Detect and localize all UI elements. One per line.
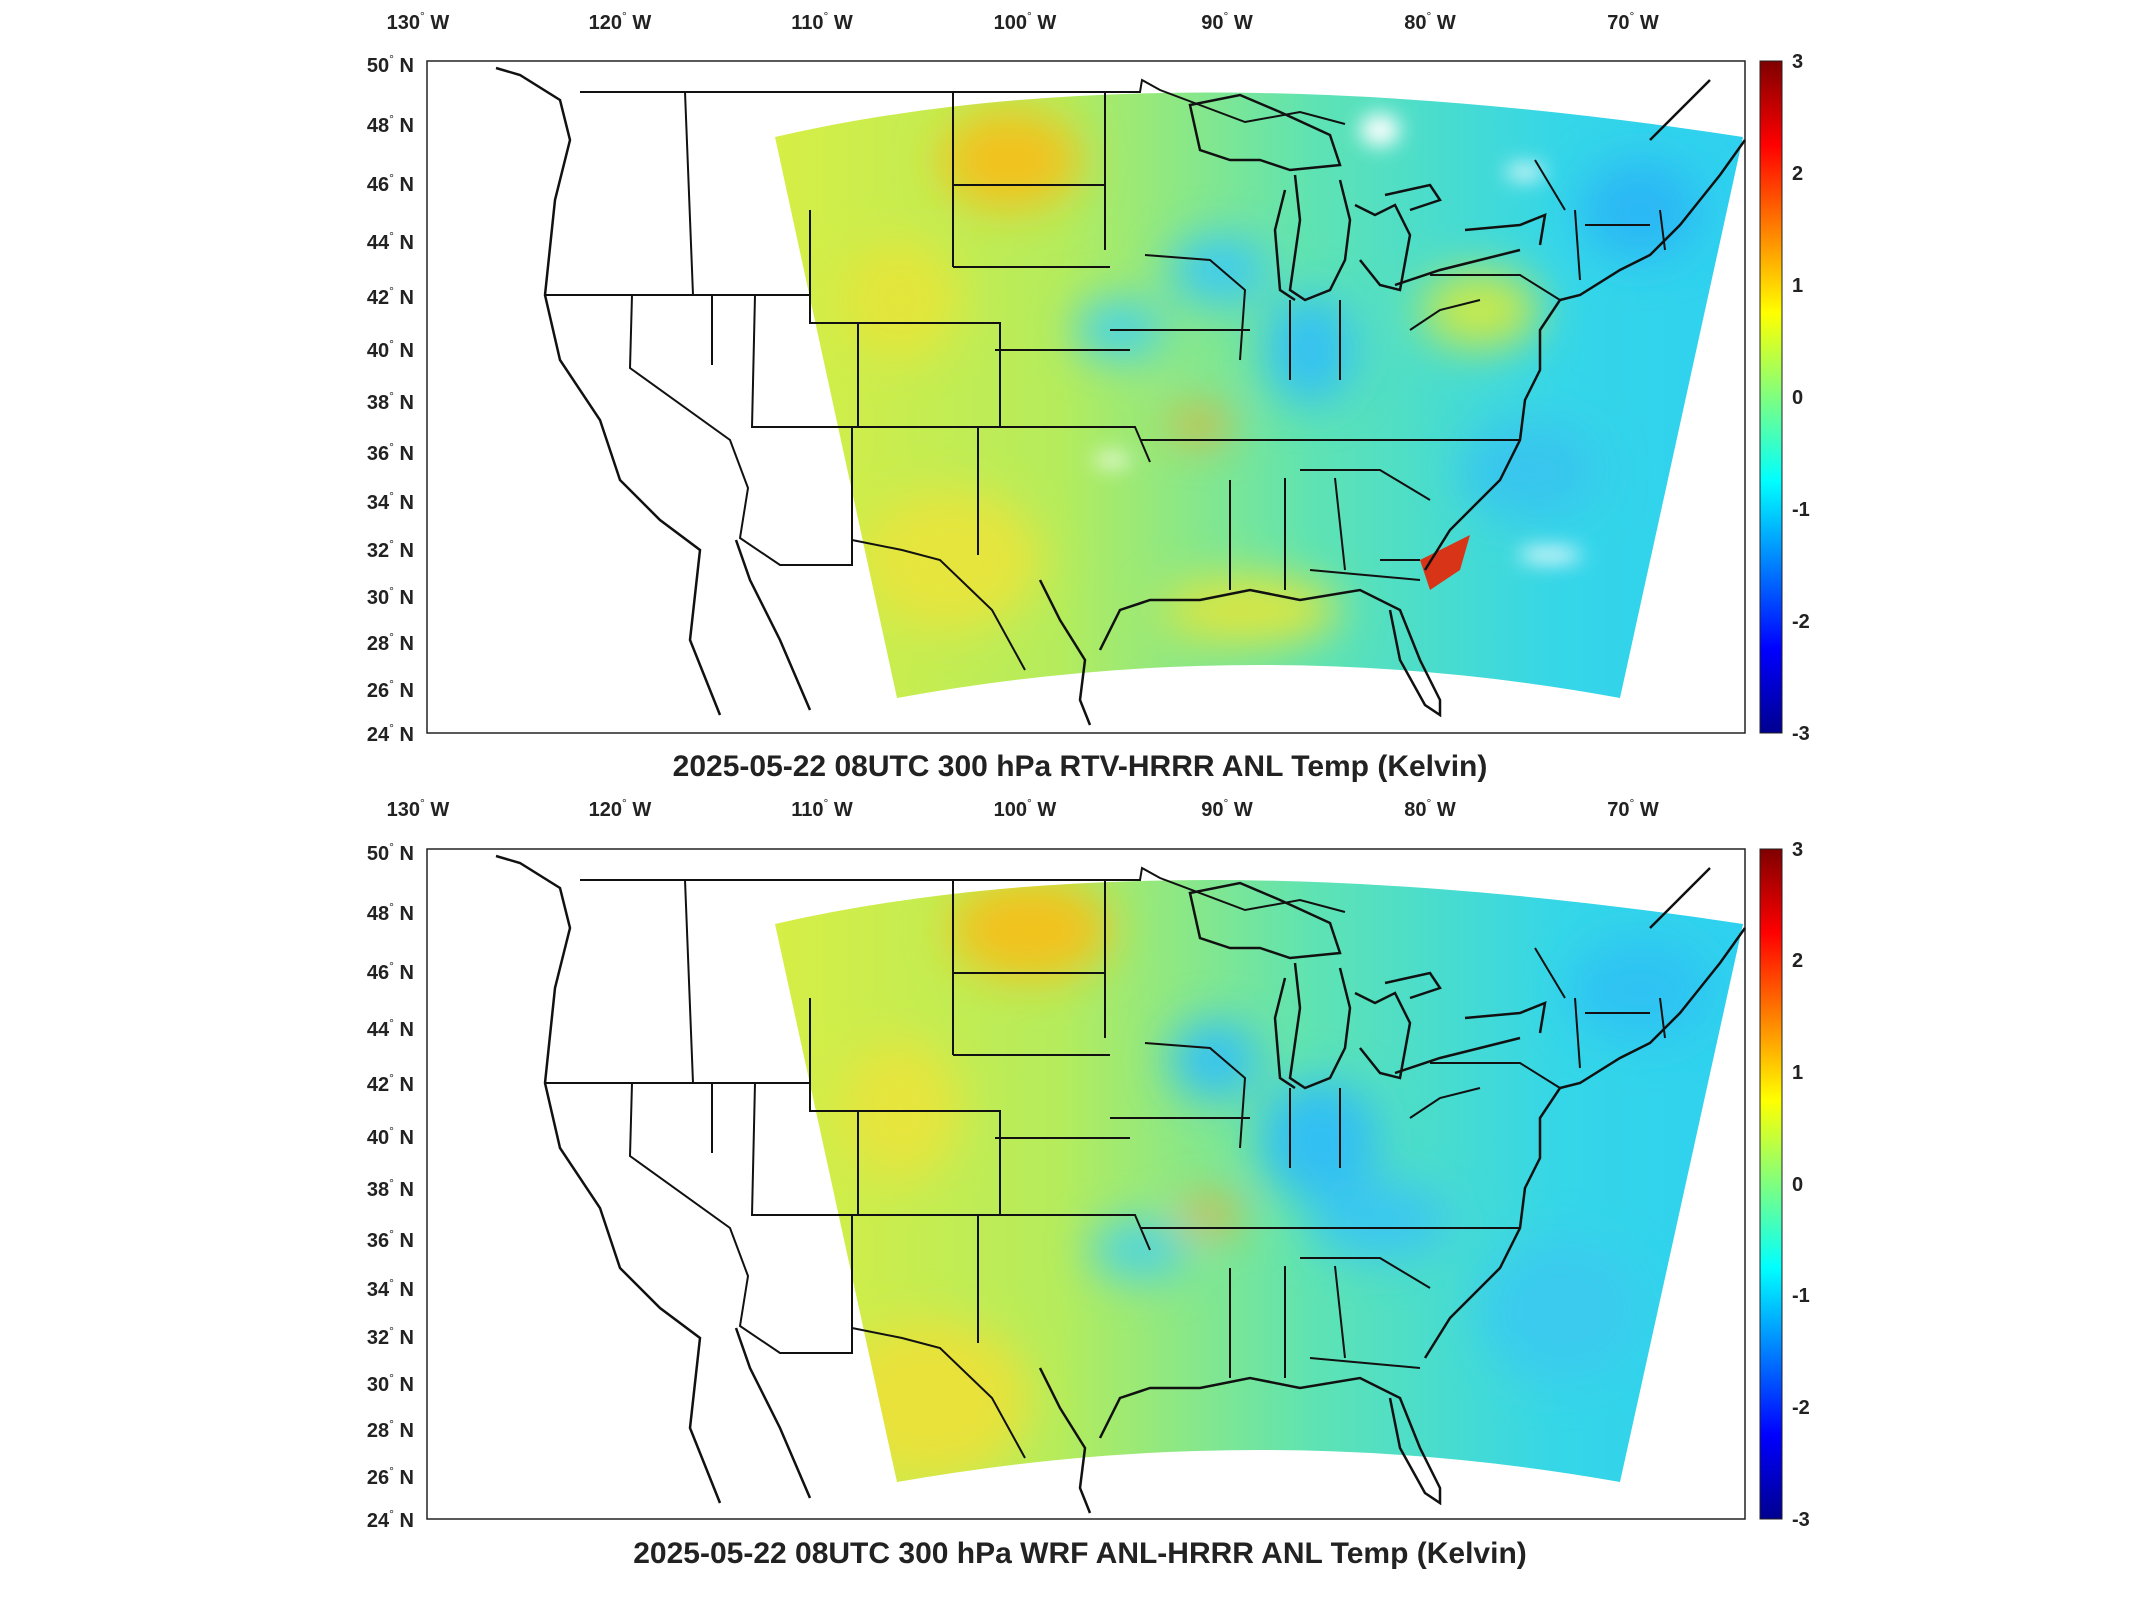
lon-tick-label: 110° W — [791, 796, 853, 821]
colorbar-tick-label: 3 — [1792, 839, 1803, 861]
lat-tick-label: 26° N — [367, 677, 414, 702]
lat-tick-label: 36° N — [367, 440, 414, 465]
colorbar-tick-label: -3 — [1792, 1509, 1810, 1531]
lat-tick-label: 42° N — [367, 1071, 414, 1096]
x-axis-labels: 130° W 120° W 110° W 100° W 90° W 80° W … — [387, 9, 1659, 34]
colorbar-tick-label: 1 — [1792, 1062, 1803, 1084]
lon-tick-label: 130° W — [387, 9, 450, 34]
lat-tick-label: 26° N — [367, 1464, 414, 1489]
lat-tick-label: 38° N — [367, 389, 414, 414]
colorbar-tick-label: 0 — [1792, 1174, 1803, 1196]
colorbar-tick-label: -2 — [1792, 611, 1810, 633]
lat-tick-label: 34° N — [367, 489, 414, 514]
state-boundaries — [545, 78, 1666, 671]
lat-tick-label: 42° N — [367, 284, 414, 309]
colorbar-tick-label: 1 — [1792, 275, 1803, 297]
lat-tick-label: 44° N — [367, 1016, 414, 1041]
lat-tick-label: 28° N — [367, 630, 414, 655]
map-panel-wrf-hrrr: 130° W 120° W 110° W 100° W 90° W 80° W … — [367, 796, 1810, 1570]
lat-tick-label: 50° N — [367, 52, 414, 77]
colorbar-ramp — [1759, 848, 1783, 1520]
temperature-difference-field — [775, 880, 1743, 1482]
lon-tick-label: 80° W — [1404, 9, 1456, 34]
lat-tick-label: 46° N — [367, 171, 414, 196]
lon-tick-label: 100° W — [994, 796, 1057, 821]
lon-tick-label: 70° W — [1607, 9, 1659, 34]
colorbar-tick-label: -1 — [1792, 499, 1810, 521]
lat-tick-label: 48° N — [367, 900, 414, 925]
colorbar-tick-label: 2 — [1792, 950, 1803, 972]
map-panel-rtv-hrrr: 130° W 120° W 110° W 100° W 90° W 80° W … — [367, 9, 1810, 783]
lon-tick-label: 70° W — [1607, 796, 1659, 821]
panel-title: 2025-05-22 08UTC 300 hPa RTV-HRRR ANL Te… — [673, 750, 1488, 783]
state-boundaries — [545, 866, 1666, 1459]
lat-tick-label: 24° N — [367, 721, 414, 746]
lat-tick-label: 30° N — [367, 1371, 414, 1396]
y-axis-labels: 50° N 48° N 46° N 44° N 42° N 40° N 38° … — [367, 52, 414, 746]
lat-tick-label: 28° N — [367, 1417, 414, 1442]
colorbar-tick-label: -3 — [1792, 723, 1810, 745]
lat-tick-label: 40° N — [367, 337, 414, 362]
lat-tick-label: 50° N — [367, 840, 414, 865]
lon-tick-label: 90° W — [1201, 796, 1253, 821]
colorbar-tick-label: 3 — [1792, 51, 1803, 73]
lon-tick-label: 110° W — [791, 9, 853, 34]
lat-tick-label: 44° N — [367, 229, 414, 254]
lat-tick-label: 34° N — [367, 1276, 414, 1301]
lat-tick-label: 30° N — [367, 584, 414, 609]
lat-tick-label: 48° N — [367, 112, 414, 137]
lat-tick-label: 38° N — [367, 1176, 414, 1201]
lat-tick-label: 32° N — [367, 537, 414, 562]
colorbar-ramp — [1759, 60, 1783, 734]
lon-tick-label: 120° W — [589, 796, 652, 821]
colorbar-tick-label: 0 — [1792, 387, 1803, 409]
lon-tick-label: 130° W — [387, 796, 450, 821]
temperature-difference-field — [775, 92, 1743, 698]
lat-tick-label: 24° N — [367, 1507, 414, 1532]
lat-tick-label: 40° N — [367, 1124, 414, 1149]
panel-title: 2025-05-22 08UTC 300 hPa WRF ANL-HRRR AN… — [633, 1537, 1527, 1570]
y-axis-labels: 50° N 48° N 46° N 44° N 42° N 40° N 38° … — [367, 840, 414, 1532]
lat-tick-label: 32° N — [367, 1324, 414, 1349]
lon-tick-label: 90° W — [1201, 9, 1253, 34]
x-axis-labels: 130° W 120° W 110° W 100° W 90° W 80° W … — [387, 796, 1659, 821]
colorbar: 3 2 1 0 -1 -2 -3 — [1759, 839, 1810, 1531]
lon-tick-label: 120° W — [589, 9, 652, 34]
coastlines — [495, 66, 1747, 726]
colorbar-tick-label: -1 — [1792, 1285, 1810, 1307]
coastlines — [495, 854, 1747, 1514]
lon-tick-label: 80° W — [1404, 796, 1456, 821]
lat-tick-label: 36° N — [367, 1227, 414, 1252]
lat-tick-label: 46° N — [367, 959, 414, 984]
lon-tick-label: 100° W — [994, 9, 1057, 34]
colorbar-tick-label: -2 — [1792, 1397, 1810, 1419]
colorbar-tick-label: 2 — [1792, 163, 1803, 185]
colorbar: 3 2 1 0 -1 -2 -3 — [1759, 51, 1810, 745]
